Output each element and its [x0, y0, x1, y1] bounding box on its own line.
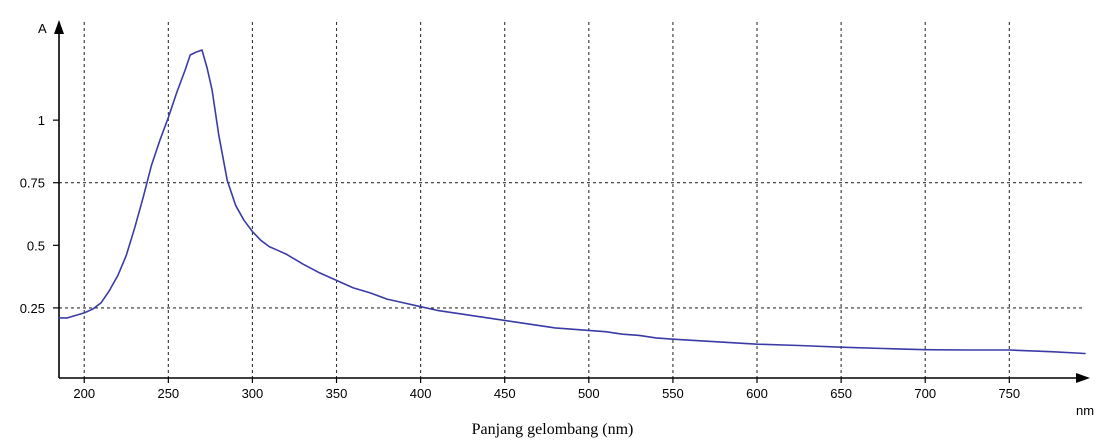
- x-axis-unit: nm: [1076, 403, 1094, 418]
- x-tick-label: 250: [157, 386, 179, 401]
- y-tick-label: 0.25: [20, 301, 45, 316]
- tick-labels: 200 250 300 350 400 450 500 550 600 650 700 750 0.25…: [20, 113, 1020, 401]
- x-tick-label: 650: [830, 386, 852, 401]
- x-axis-arrow: [1076, 373, 1090, 383]
- x-tick-label: 400: [410, 386, 432, 401]
- grid-lines: [59, 22, 1085, 378]
- y-axis-unit: A: [38, 21, 47, 36]
- absorbance-series-line: [58, 49, 1086, 355]
- y-tick-label: 0.75: [20, 176, 45, 191]
- x-tick-label: 750: [998, 386, 1020, 401]
- x-tick-label: 300: [242, 386, 264, 401]
- axes: A nm: [38, 20, 1094, 418]
- y-tick-label: 1: [38, 113, 45, 128]
- x-tick-label: 600: [746, 386, 768, 401]
- y-axis-arrow: [54, 20, 64, 34]
- x-tick-label: 700: [914, 386, 936, 401]
- series: [58, 49, 1086, 355]
- x-axis-label: Panjang gelombang (nm): [471, 421, 634, 438]
- x-tick-label: 500: [578, 386, 600, 401]
- x-tick-label: 450: [494, 386, 516, 401]
- y-tick-label: 0.5: [27, 238, 45, 253]
- x-tick-label: 200: [73, 386, 95, 401]
- x-tick-label: 550: [662, 386, 684, 401]
- x-tick-label: 350: [326, 386, 348, 401]
